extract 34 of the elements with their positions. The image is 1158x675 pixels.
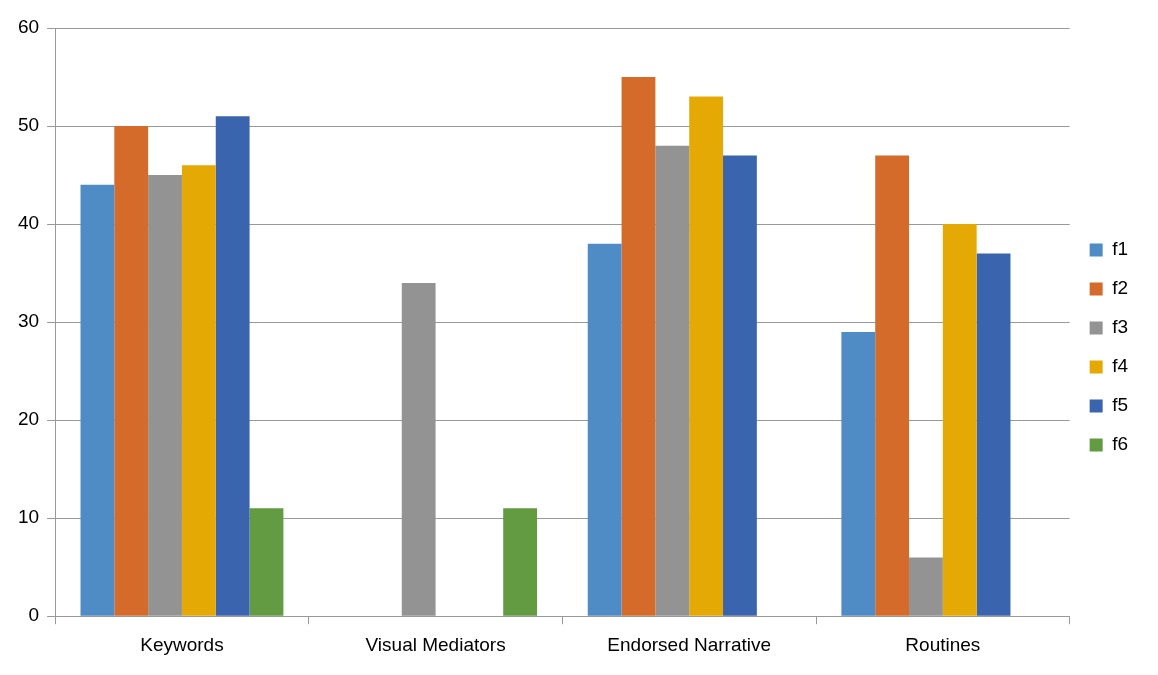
bar	[655, 145, 690, 616]
x-tick-label: Routines	[905, 633, 981, 655]
bar	[841, 331, 876, 616]
bar	[723, 155, 757, 616]
bar	[621, 77, 656, 616]
x-tick-label: Keywords	[140, 633, 224, 655]
y-tick-label: 30	[17, 310, 40, 332]
legend-label: f5	[1112, 394, 1129, 416]
bar	[114, 126, 149, 616]
y-tick-label: 50	[17, 114, 40, 136]
bar	[249, 508, 284, 616]
y-tick-label: 40	[17, 212, 40, 234]
y-tick-label: 20	[17, 408, 40, 430]
bar	[148, 175, 182, 616]
x-tick-label: Endorsed Narrative	[607, 633, 772, 655]
legend-label: f3	[1112, 316, 1129, 338]
x-tick-label: Visual Mediators	[365, 633, 506, 655]
bar	[587, 243, 622, 616]
bar	[181, 165, 216, 616]
y-tick-label: 60	[17, 16, 40, 38]
bar	[689, 96, 724, 616]
bar	[942, 224, 977, 616]
legend-label: f6	[1112, 433, 1129, 455]
legend-label: f4	[1112, 355, 1129, 377]
y-tick-label: 10	[17, 506, 40, 528]
y-tick-label: 0	[28, 604, 40, 626]
legend-label: f2	[1112, 277, 1129, 299]
bar	[875, 155, 910, 616]
bar	[976, 253, 1011, 616]
legend-label: f1	[1112, 238, 1129, 260]
bar	[80, 184, 115, 616]
bar	[503, 508, 538, 616]
bar	[215, 116, 250, 616]
bar	[909, 557, 943, 616]
